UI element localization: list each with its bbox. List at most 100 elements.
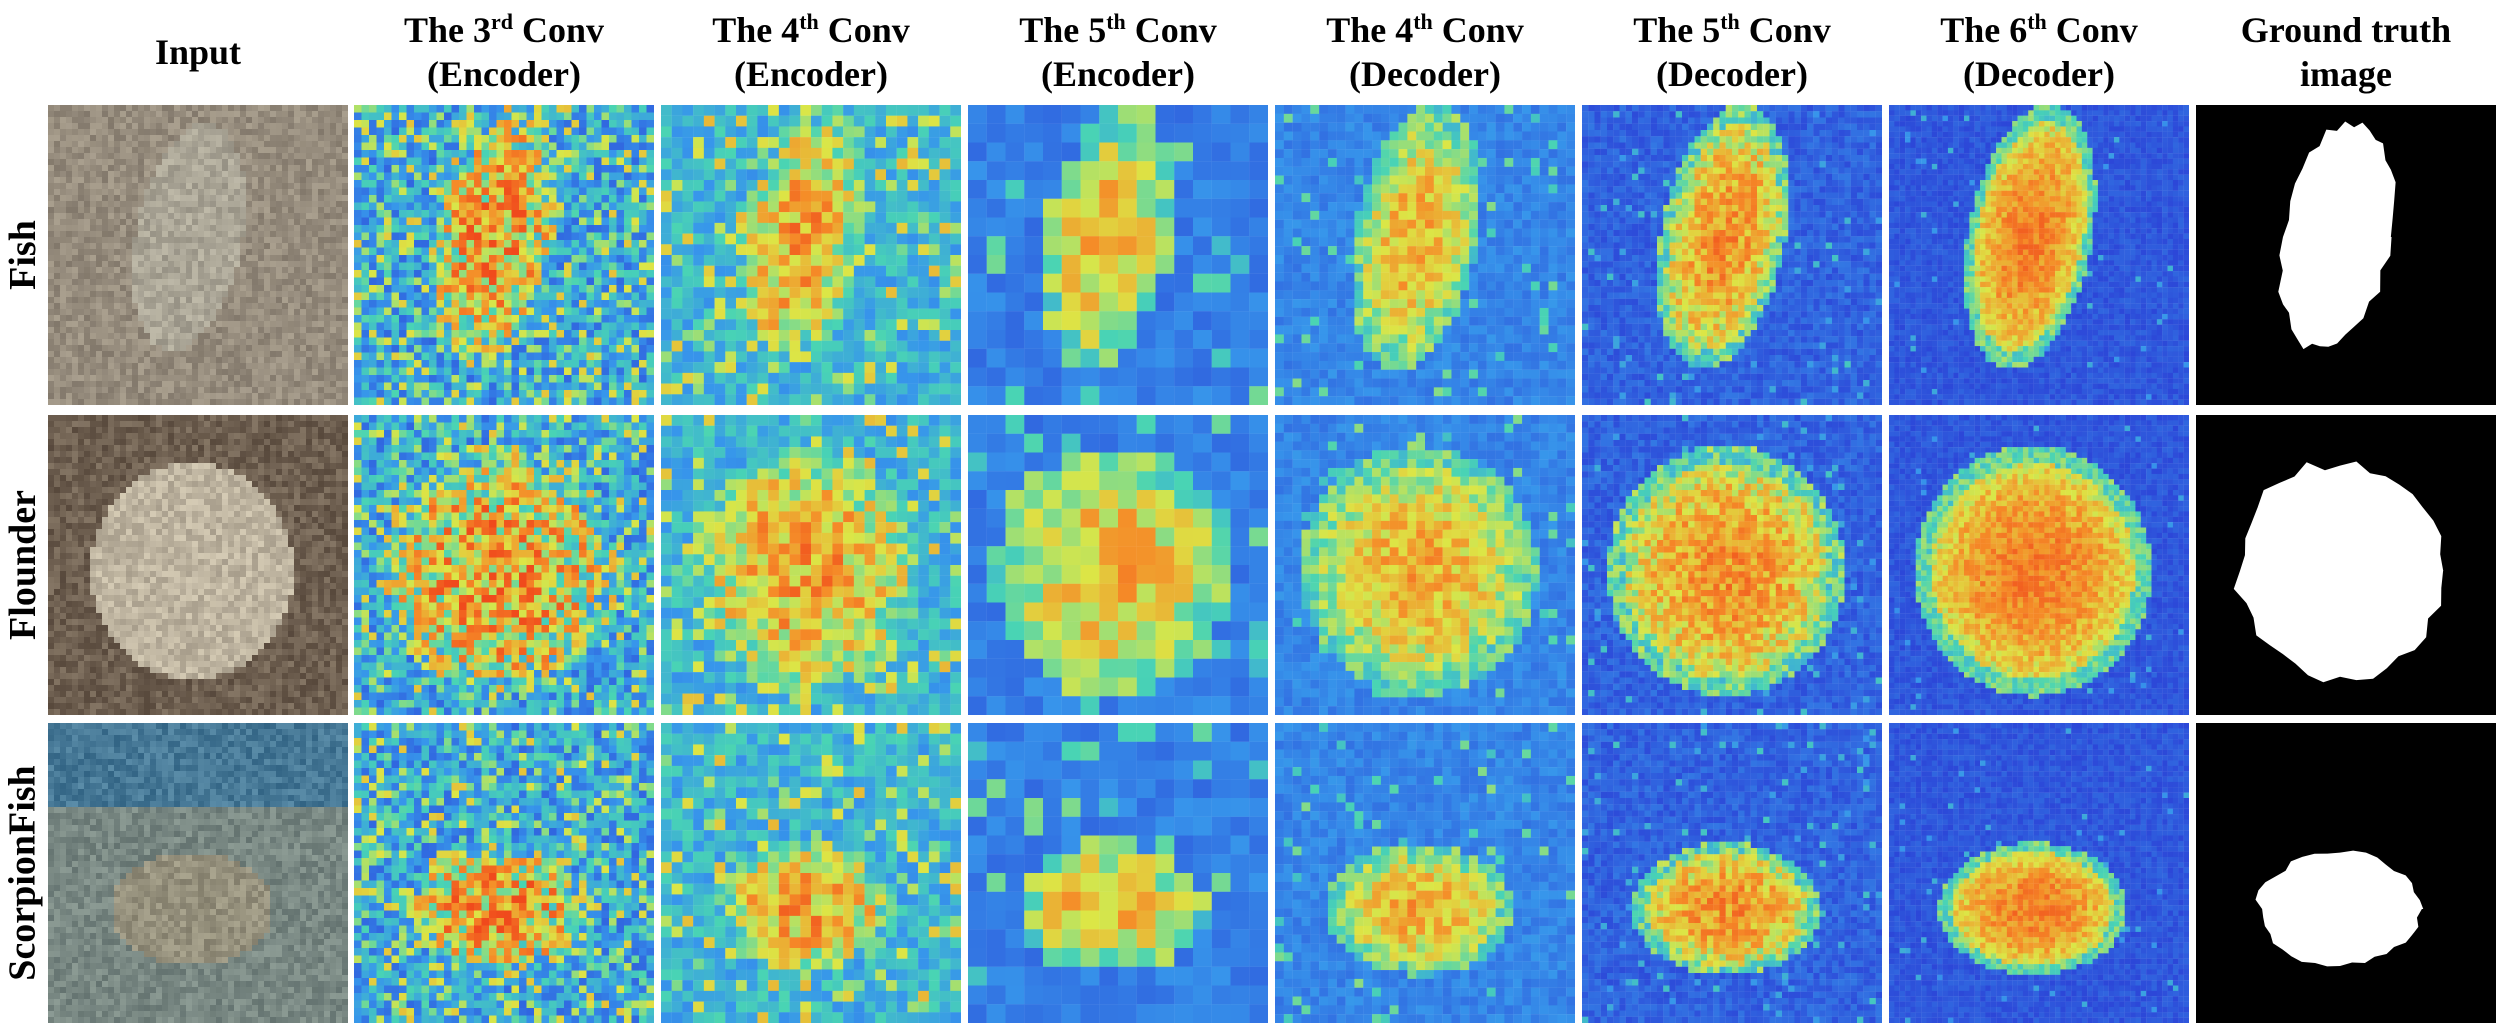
tile-scorpionfish-gt — [2196, 723, 2496, 1023]
tile-flounder-enc3 — [354, 415, 654, 715]
tile-graphic — [354, 105, 654, 405]
tile-flounder-input — [48, 415, 348, 715]
header-text: Conv — [1740, 10, 1831, 50]
header-text: The 5 — [1633, 10, 1720, 50]
tile-fish-dec5 — [1582, 105, 1882, 405]
column-header-line: The 6th Conv — [1940, 8, 2138, 52]
column-header-line: The 3rd Conv — [404, 8, 604, 52]
tile-scorpionfish-enc4 — [661, 723, 961, 1023]
tile-graphic — [1275, 105, 1575, 405]
header-superscript: th — [1720, 9, 1740, 34]
column-header-line: image — [2300, 52, 2392, 96]
row-label-text: Fish — [1, 220, 45, 290]
column-header-dec4: The 4th Conv (Decoder) — [1275, 4, 1575, 100]
header-superscript: th — [799, 9, 819, 34]
header-text: The 6 — [1940, 10, 2027, 50]
tile-graphic — [1582, 723, 1882, 1023]
tile-scorpionfish-input — [48, 723, 348, 1023]
tile-graphic — [1582, 415, 1882, 715]
row-label-fish: Fish — [0, 105, 46, 405]
header-text: The 5 — [1019, 10, 1106, 50]
tile-fish-gt — [2196, 105, 2496, 405]
tile-flounder-dec6 — [1889, 415, 2189, 715]
tile-graphic — [48, 415, 348, 715]
tile-graphic — [661, 723, 961, 1023]
tile-graphic — [1889, 415, 2189, 715]
column-header-line: The 5th Conv — [1633, 8, 1831, 52]
row-label-flounder: Flounder — [0, 415, 46, 715]
row-label-text: Flounder — [1, 490, 45, 640]
column-header-line: (Encoder) — [427, 52, 581, 96]
column-header-line: Input — [155, 30, 241, 74]
tile-fish-enc3 — [354, 105, 654, 405]
tile-graphic — [48, 105, 348, 405]
tile-flounder-gt — [2196, 415, 2496, 715]
column-header-line: The 4th Conv — [1326, 8, 1524, 52]
header-superscript: th — [1413, 9, 1433, 34]
tile-graphic — [968, 415, 1268, 715]
tile-graphic — [661, 105, 961, 405]
tile-scorpionfish-enc5 — [968, 723, 1268, 1023]
tile-graphic — [968, 723, 1268, 1023]
header-text: Ground truth — [2241, 10, 2451, 50]
tile-graphic — [1275, 723, 1575, 1023]
tile-graphic — [2196, 415, 2496, 715]
tile-fish-dec4 — [1275, 105, 1575, 405]
header-text: Conv — [1126, 10, 1217, 50]
column-header-line: The 4th Conv — [712, 8, 910, 52]
tile-flounder-enc5 — [968, 415, 1268, 715]
header-text: Conv — [1433, 10, 1524, 50]
row-label-scorpionfish: ScorpionFish — [0, 723, 46, 1023]
header-text: image — [2300, 54, 2392, 94]
header-text: The 3 — [404, 10, 491, 50]
column-header-gt: Ground truth image — [2196, 4, 2496, 100]
column-header-input: Input — [48, 4, 348, 100]
header-text: (Decoder) — [1656, 54, 1808, 94]
tile-scorpionfish-dec6 — [1889, 723, 2189, 1023]
header-text: (Encoder) — [734, 54, 888, 94]
mask-shape — [2278, 121, 2396, 350]
tile-graphic — [661, 415, 961, 715]
tile-graphic — [354, 723, 654, 1023]
tile-graphic — [2196, 723, 2496, 1023]
tile-fish-enc4 — [661, 105, 961, 405]
header-superscript: th — [2027, 9, 2047, 34]
header-text: The 4 — [712, 10, 799, 50]
column-header-line: (Decoder) — [1349, 52, 1501, 96]
header-text: (Encoder) — [427, 54, 581, 94]
tile-fish-dec6 — [1889, 105, 2189, 405]
tile-scorpionfish-enc3 — [354, 723, 654, 1023]
header-text: Conv — [2047, 10, 2138, 50]
tile-graphic — [1889, 723, 2189, 1023]
column-header-line: The 5th Conv — [1019, 8, 1217, 52]
tile-graphic — [2196, 105, 2496, 405]
tile-flounder-enc4 — [661, 415, 961, 715]
tile-graphic — [968, 105, 1268, 405]
column-header-line: (Decoder) — [1656, 52, 1808, 96]
column-header-enc3: The 3rd Conv (Encoder) — [354, 4, 654, 100]
header-superscript: rd — [491, 9, 513, 34]
tile-fish-input — [48, 105, 348, 405]
column-header-dec6: The 6th Conv (Decoder) — [1889, 4, 2189, 100]
tile-fish-enc5 — [968, 105, 1268, 405]
column-header-dec5: The 5th Conv (Decoder) — [1582, 4, 1882, 100]
header-text: (Decoder) — [1963, 54, 2115, 94]
header-text: (Decoder) — [1349, 54, 1501, 94]
column-header-line: Ground truth — [2241, 8, 2451, 52]
header-text: Input — [155, 32, 241, 72]
header-text: Conv — [819, 10, 910, 50]
header-text: (Encoder) — [1041, 54, 1195, 94]
column-header-line: (Decoder) — [1963, 52, 2115, 96]
column-header-enc4: The 4th Conv (Encoder) — [661, 4, 961, 100]
row-label-text: ScorpionFish — [1, 765, 45, 980]
tile-graphic — [1582, 105, 1882, 405]
column-header-line: (Encoder) — [1041, 52, 1195, 96]
column-header-line: (Encoder) — [734, 52, 888, 96]
tile-flounder-dec4 — [1275, 415, 1575, 715]
tile-graphic — [354, 415, 654, 715]
header-text: Conv — [513, 10, 604, 50]
tile-graphic — [1275, 415, 1575, 715]
tile-scorpionfish-dec5 — [1582, 723, 1882, 1023]
header-superscript: th — [1106, 9, 1126, 34]
header-text: The 4 — [1326, 10, 1413, 50]
